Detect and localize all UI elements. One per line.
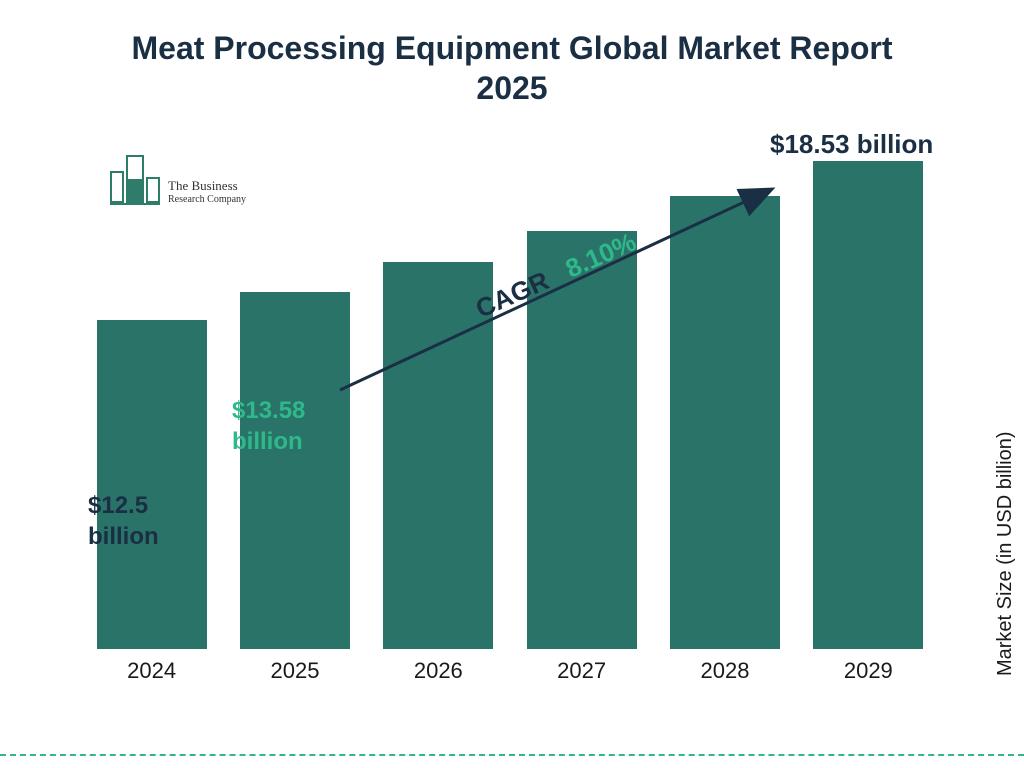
- bar-group: [660, 196, 790, 649]
- bars-container: [80, 150, 940, 650]
- footer-dashed-line: [0, 754, 1024, 756]
- value-label: $18.53 billion: [770, 128, 933, 162]
- x-axis-label: 2028: [660, 658, 790, 684]
- bar: [97, 320, 207, 649]
- bar-group: [230, 292, 360, 649]
- value-label: $12.5billion: [88, 490, 159, 552]
- bar-group: [87, 320, 217, 649]
- y-axis-label: Market Size (in USD billion): [995, 432, 1018, 677]
- bar: [383, 262, 493, 649]
- bar-group: [803, 161, 933, 649]
- bar: [670, 196, 780, 649]
- x-axis-label: 2025: [230, 658, 360, 684]
- x-axis-label: 2026: [373, 658, 503, 684]
- bar: [813, 161, 923, 649]
- x-axis-label: 2027: [517, 658, 647, 684]
- x-axis-label: 2029: [803, 658, 933, 684]
- bar-chart: [80, 150, 940, 690]
- x-axis-label: 2024: [87, 658, 217, 684]
- chart-title: Meat Processing Equipment Global Market …: [0, 0, 1024, 108]
- bar: [240, 292, 350, 649]
- value-label: $13.58billion: [232, 395, 305, 457]
